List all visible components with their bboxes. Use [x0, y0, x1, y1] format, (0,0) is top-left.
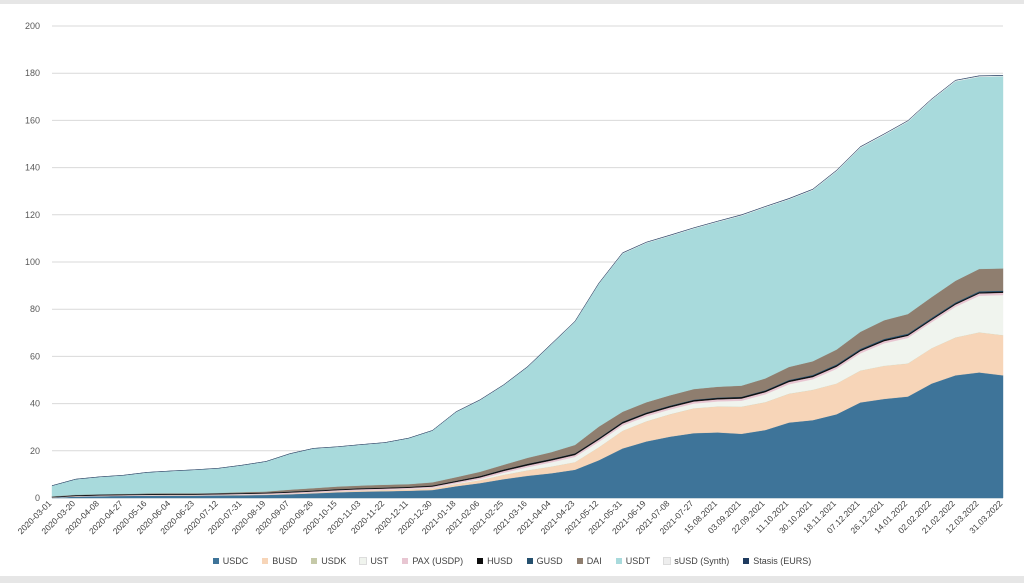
y-tick-label: 40: [30, 399, 40, 409]
legend-label: BUSD: [272, 556, 298, 566]
y-tick-label: 20: [30, 446, 40, 456]
legend-swatch: [576, 558, 583, 564]
y-tick-label: 160: [25, 115, 40, 125]
legend-item: sUSD (Synth): [663, 556, 730, 566]
legend-label: Stasis (EURS): [753, 556, 812, 566]
legend-label: DAI: [586, 556, 602, 566]
legend-swatch: [212, 558, 219, 564]
legend-item: UST: [359, 556, 389, 566]
y-tick-label: 80: [30, 304, 40, 314]
legend-swatch: [526, 558, 533, 564]
legend-swatch: [743, 558, 750, 564]
legend-swatch: [359, 557, 368, 565]
legend-item: DAI: [576, 556, 602, 566]
legend-swatch: [311, 558, 318, 564]
y-tick-label: 200: [25, 21, 40, 31]
legend-swatch: [663, 557, 672, 565]
legend-label: UST: [370, 556, 389, 566]
grid-lines: [52, 25, 1003, 499]
y-tick-label: 180: [25, 68, 40, 78]
legend-label: GUSD: [536, 556, 563, 566]
y-tick-label: 140: [25, 163, 40, 173]
legend-item: USDT: [615, 556, 651, 566]
chart-legend: USDC BUSD USDK UST PAX (USDP) HUSD GUSD DAI USDT…: [0, 554, 1024, 568]
legend-item: USDC: [212, 556, 249, 566]
y-tick-label: 60: [30, 351, 40, 361]
legend-swatch: [262, 558, 269, 564]
area-series: [51, 75, 1004, 499]
legend-item: Stasis (EURS): [743, 556, 811, 566]
y-tick-label: 100: [25, 257, 40, 267]
legend-label: USDK: [321, 556, 347, 566]
legend-label: USDT: [625, 556, 651, 566]
legend-swatch: [615, 558, 622, 564]
legend-label: USDC: [222, 556, 249, 566]
y-tick-label: 120: [25, 210, 40, 220]
legend-item: GUSD: [526, 556, 563, 566]
legend-item: HUSD: [477, 556, 513, 566]
legend-swatch: [477, 558, 484, 564]
y-tick-label: 0: [35, 493, 40, 503]
chart-frame: 0 20 40 60 80 100 120 140 160 180 200 2020-03-01 20…: [0, 4, 1024, 576]
legend-label: HUSD: [487, 556, 513, 566]
legend-label: PAX (USDP): [412, 556, 464, 566]
stacked-area-chart: 0 20 40 60 80 100 120 140 160 180 200 2020-03-0120…: [16, 21, 1005, 536]
legend-label: sUSD (Synth): [674, 556, 730, 566]
y-axis-ticks: 0 20 40 60 80 100 120 140 160 180 200: [25, 21, 40, 503]
legend-swatch: [402, 558, 409, 564]
x-axis-ticks: 2020-03-012020-03-202020-04-082020-04-27…: [16, 498, 1005, 536]
legend-item: BUSD: [262, 556, 297, 566]
legend-item: USDK: [311, 556, 346, 566]
legend-item: PAX (USDP): [402, 556, 463, 566]
area-stasis-eurs: [51, 75, 1004, 486]
